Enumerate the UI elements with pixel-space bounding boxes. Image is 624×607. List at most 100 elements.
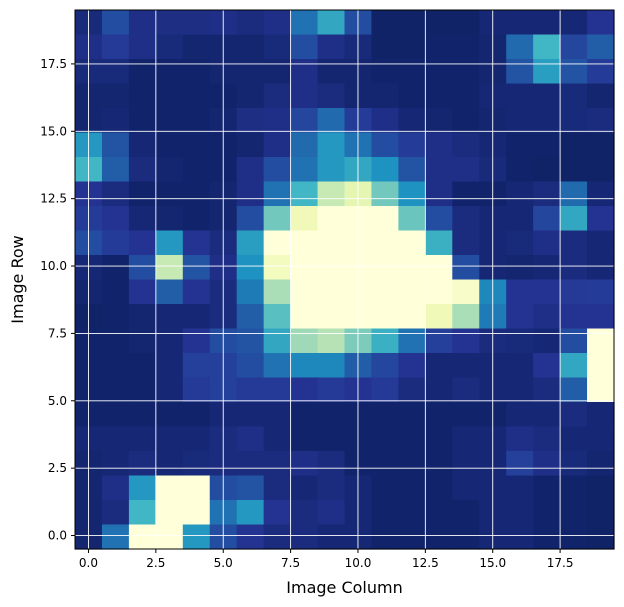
x-tick-label: 10.0	[345, 556, 372, 570]
heatmap-cell	[398, 279, 426, 305]
heatmap-cell	[560, 304, 588, 330]
heatmap-cell	[128, 353, 157, 379]
heatmap-cell	[506, 377, 534, 403]
heatmap-cell	[587, 451, 615, 477]
heatmap-cell	[371, 500, 399, 526]
heatmap-cell	[290, 108, 319, 134]
heatmap-cell	[533, 83, 561, 109]
heatmap-cell	[587, 34, 615, 60]
heatmap-cell	[425, 304, 453, 330]
heatmap-cell	[290, 402, 319, 428]
heatmap-cell	[182, 83, 211, 109]
heatmap-cell	[398, 304, 426, 330]
heatmap-cell	[128, 34, 157, 60]
heatmap-cell	[587, 304, 615, 330]
heatmap-cell	[317, 34, 346, 60]
heatmap-cell	[128, 10, 157, 36]
heatmap-cell	[587, 524, 615, 550]
heatmap-cell	[533, 500, 561, 526]
heatmap-cell	[425, 206, 453, 232]
heatmap-cell	[263, 353, 292, 379]
heatmap-cell	[182, 132, 211, 158]
heatmap-cell	[533, 34, 561, 60]
heatmap-cell	[128, 157, 157, 183]
heatmap-cell	[533, 402, 561, 428]
heatmap-cell	[371, 34, 399, 60]
heatmap-cell	[533, 132, 561, 158]
heatmap-cell	[425, 377, 453, 403]
heatmap-cell	[452, 402, 480, 428]
heatmap-cell	[587, 59, 615, 85]
heatmap-cell	[425, 132, 453, 158]
heatmap-cell	[506, 524, 534, 550]
heatmap-cell	[101, 328, 130, 354]
heatmap-cell	[317, 10, 346, 36]
heatmap-cell	[236, 83, 265, 109]
heatmap-cell	[236, 524, 265, 550]
heatmap-cell	[155, 10, 184, 36]
heatmap-cell	[533, 108, 561, 134]
heatmap-cell	[101, 206, 130, 232]
heatmap-cell	[533, 279, 561, 305]
heatmap-cell	[236, 426, 265, 452]
heatmap-cell	[128, 206, 157, 232]
heatmap-cell	[263, 83, 292, 109]
heatmap-cell	[560, 108, 588, 134]
heatmap-cell	[371, 402, 399, 428]
heatmap-cell	[263, 377, 292, 403]
heatmap-cell	[560, 377, 588, 403]
heatmap-cell	[101, 426, 130, 452]
heatmap-cell	[560, 255, 588, 281]
heatmap-cell	[398, 500, 426, 526]
heatmap-cell	[263, 230, 292, 256]
heatmap-cell	[533, 353, 561, 379]
heatmap-cell	[506, 328, 534, 354]
heatmap-cell	[317, 157, 346, 183]
heatmap-cell	[587, 108, 615, 134]
heatmap-cell	[155, 500, 184, 526]
heatmap-cell	[236, 34, 265, 60]
heatmap-cell	[533, 328, 561, 354]
heatmap-cell	[560, 279, 588, 305]
heatmap-cell	[128, 475, 157, 501]
heatmap-cell	[506, 304, 534, 330]
y-tick-label: 10.0	[40, 259, 67, 273]
heatmap-cell	[317, 132, 346, 158]
heatmap-cell	[506, 34, 534, 60]
heatmap-cell	[263, 157, 292, 183]
heatmap-cell	[290, 10, 319, 36]
heatmap-cell	[452, 230, 480, 256]
heatmap-cell	[587, 328, 615, 354]
heatmap-cell	[560, 353, 588, 379]
heatmap-cell	[452, 451, 480, 477]
heatmap-cell	[317, 328, 346, 354]
heatmap-cell	[398, 206, 426, 232]
heatmap-cell	[128, 328, 157, 354]
heatmap-cell	[506, 83, 534, 109]
heatmap-cell	[398, 181, 426, 207]
heatmap-cell	[371, 451, 399, 477]
heatmap-cell	[452, 59, 480, 85]
heatmap-cell	[587, 10, 615, 36]
heatmap-cell	[533, 524, 561, 550]
heatmap-cell	[236, 402, 265, 428]
heatmap-cell	[182, 255, 211, 281]
heatmap-cells	[75, 10, 615, 550]
heatmap-cell	[452, 108, 480, 134]
heatmap-cell	[533, 451, 561, 477]
heatmap-cell	[425, 83, 453, 109]
heatmap-cell	[398, 328, 426, 354]
heatmap-cell	[371, 279, 399, 305]
x-tick-label: 0.0	[79, 556, 98, 570]
heatmap-cell	[263, 500, 292, 526]
heatmap-cell	[398, 451, 426, 477]
heatmap-cell	[236, 353, 265, 379]
heatmap-cell	[506, 132, 534, 158]
heatmap-cell	[182, 353, 211, 379]
heatmap-cell	[506, 255, 534, 281]
heatmap-cell	[587, 377, 615, 403]
heatmap-cell	[533, 59, 561, 85]
heatmap-cell	[128, 402, 157, 428]
heatmap-cell	[155, 426, 184, 452]
heatmap-cell	[452, 10, 480, 36]
